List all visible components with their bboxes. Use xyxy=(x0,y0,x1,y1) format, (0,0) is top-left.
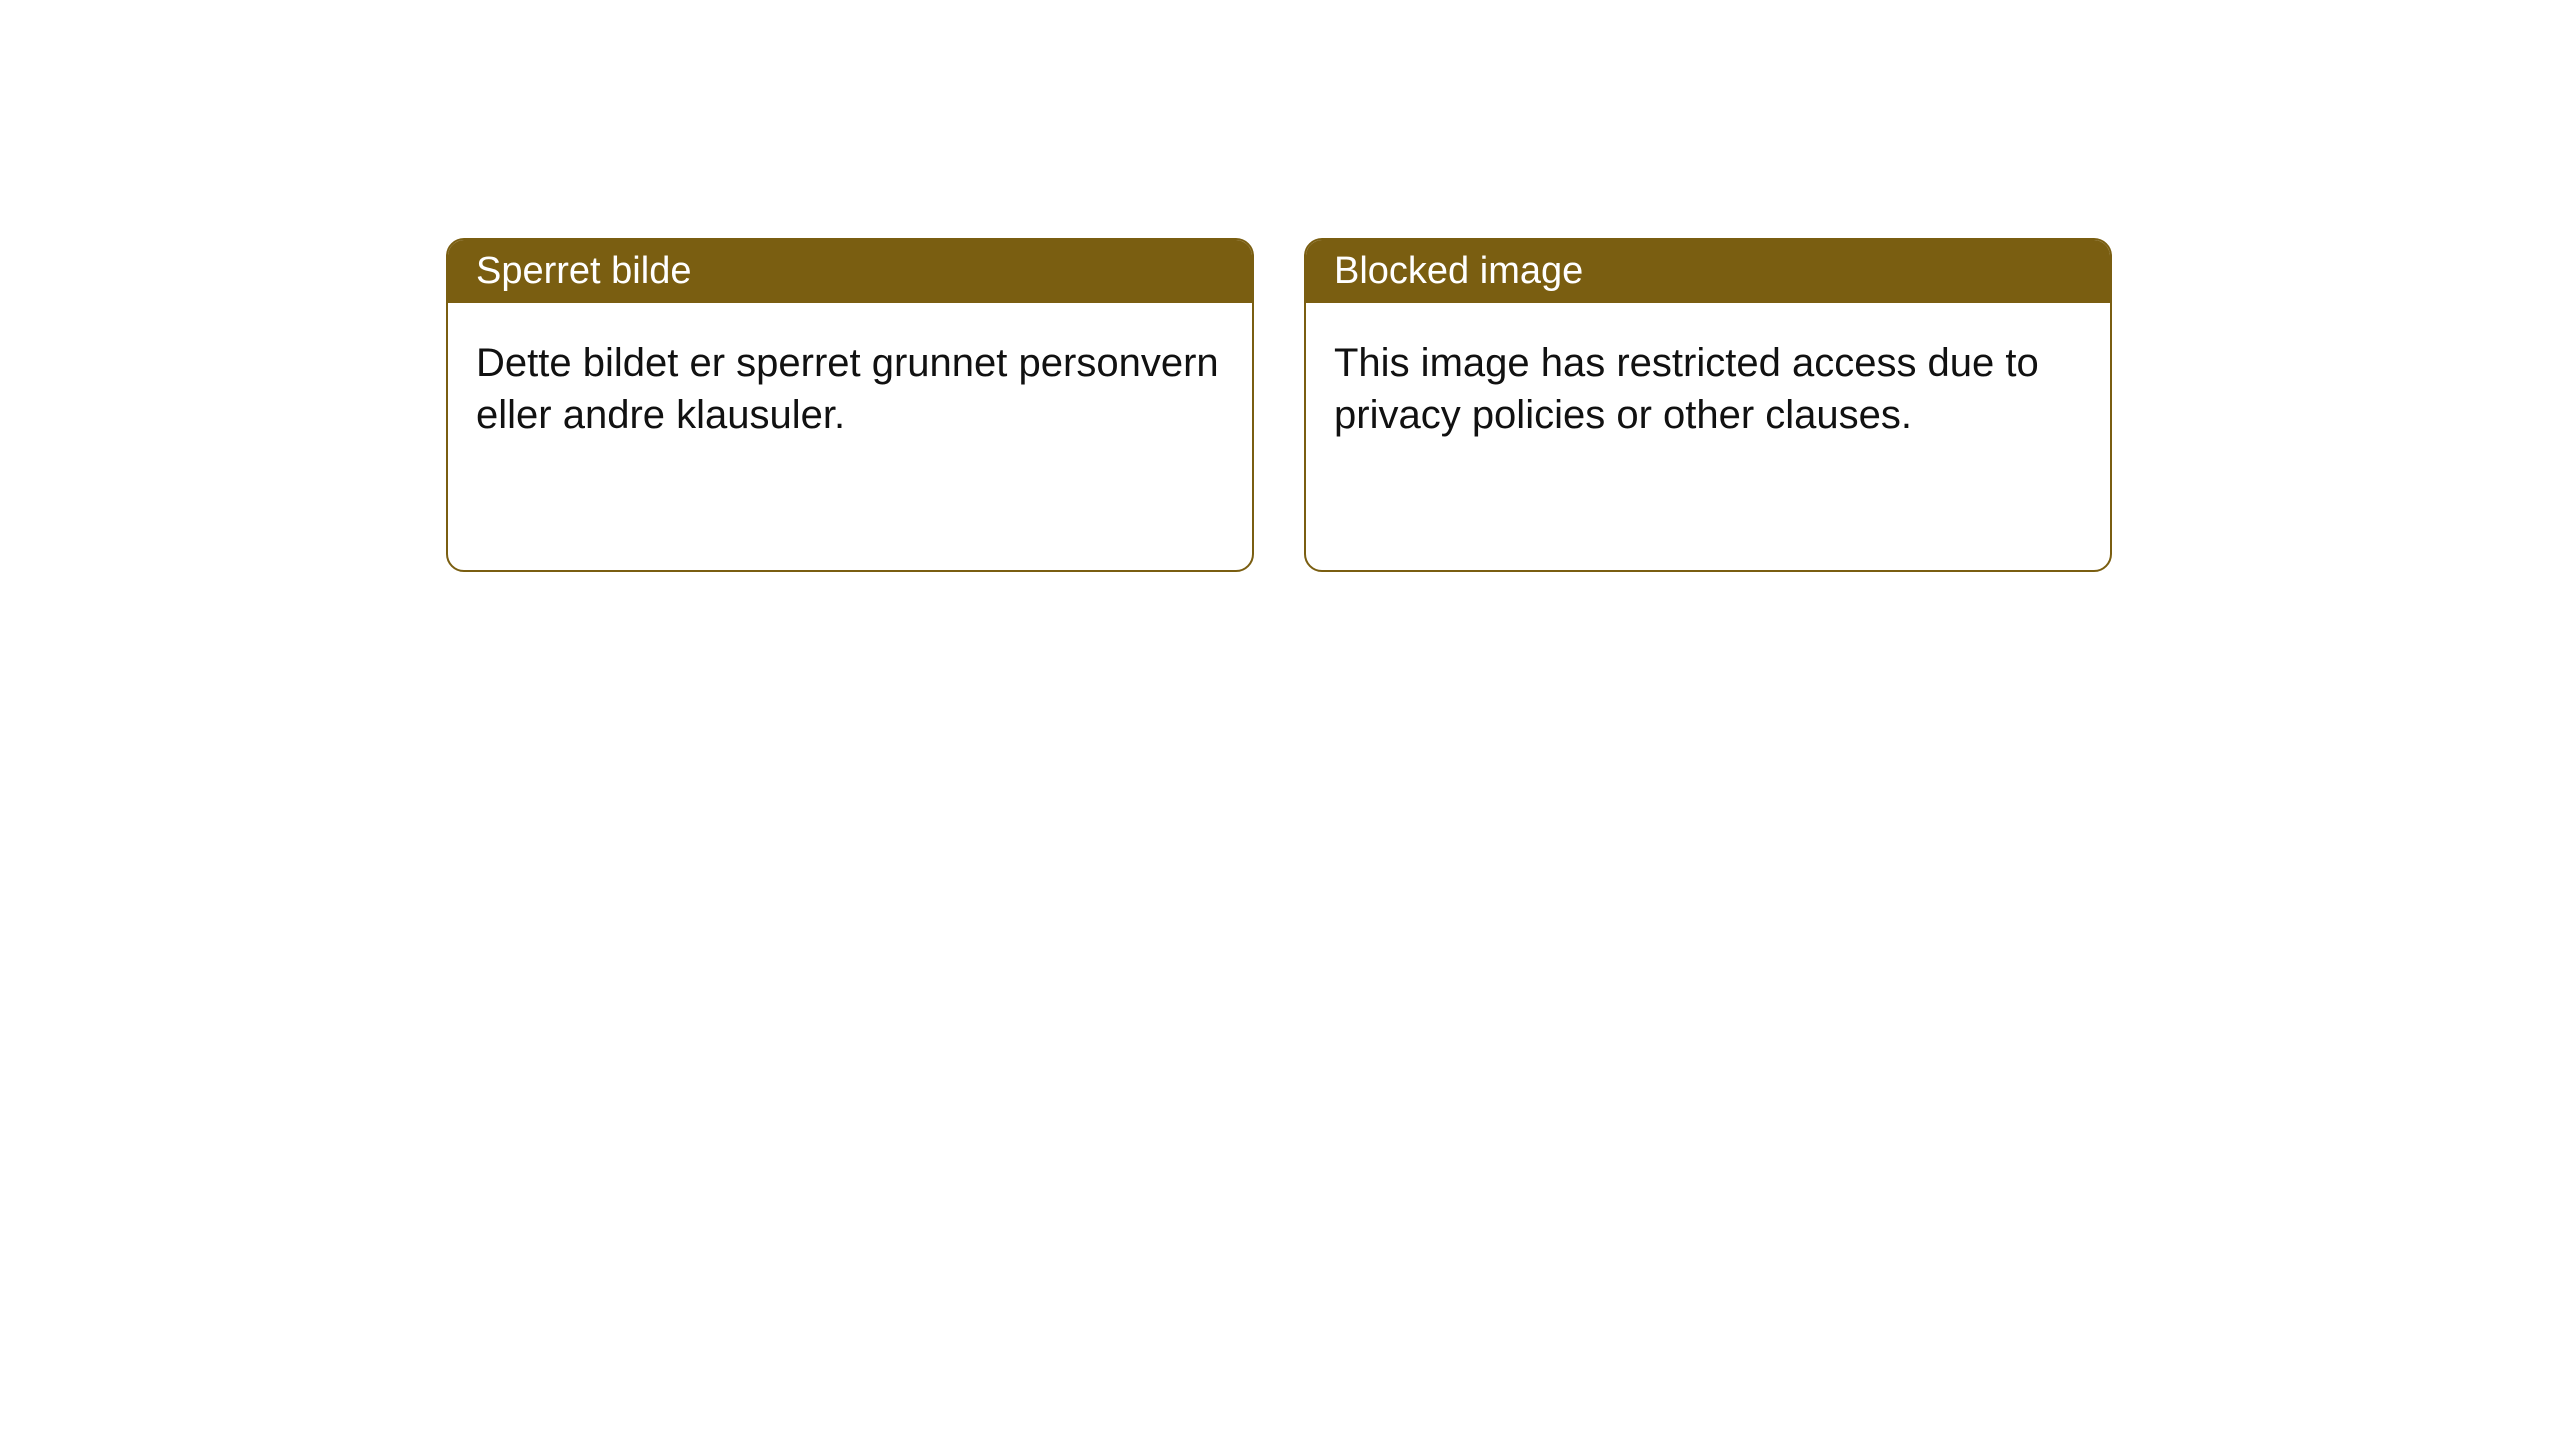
panel-header-english: Blocked image xyxy=(1306,240,2110,303)
notice-panel-norwegian: Sperret bilde Dette bildet er sperret gr… xyxy=(446,238,1254,572)
notice-container: Sperret bilde Dette bildet er sperret gr… xyxy=(446,238,2112,572)
panel-body-norwegian: Dette bildet er sperret grunnet personve… xyxy=(448,303,1252,475)
notice-panel-english: Blocked image This image has restricted … xyxy=(1304,238,2112,572)
panel-body-english: This image has restricted access due to … xyxy=(1306,303,2110,475)
panel-header-norwegian: Sperret bilde xyxy=(448,240,1252,303)
